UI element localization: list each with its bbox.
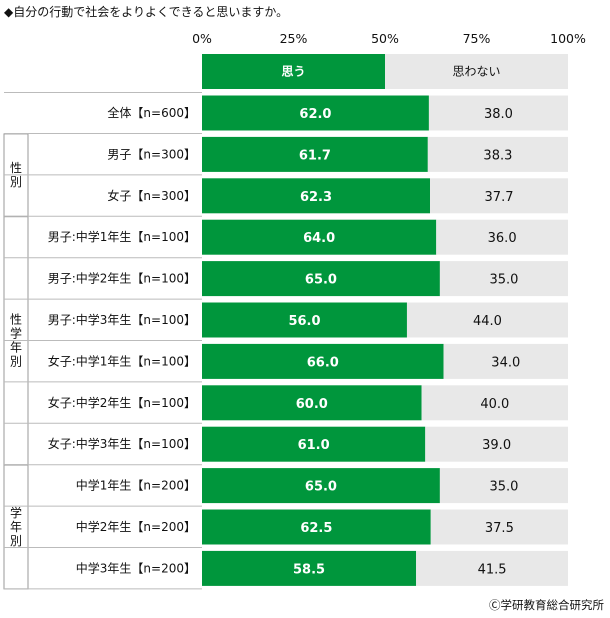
data-label-no: 37.7 xyxy=(485,190,514,205)
x-tick-label: 50% xyxy=(371,31,399,46)
data-label-yes: 62.0 xyxy=(299,107,331,122)
x-tick-label: 75% xyxy=(463,31,491,46)
bar-yes xyxy=(202,385,422,421)
bar-no xyxy=(406,302,568,338)
data-label-yes: 65.0 xyxy=(305,480,337,495)
category-label: 男子:中学1年生【n=100】 xyxy=(48,229,196,244)
bar-yes xyxy=(202,550,417,586)
data-label-no: 36.0 xyxy=(488,231,517,246)
bar-yes xyxy=(202,136,428,172)
category-label: 中学2年生【n=200】 xyxy=(76,519,196,534)
bar-yes xyxy=(202,219,437,255)
data-label-yes: 64.0 xyxy=(303,231,335,246)
category-label: 女子【n=300】 xyxy=(107,188,196,203)
group-label-char: 別 xyxy=(10,534,22,548)
bar-yes xyxy=(202,343,444,379)
copyright: Ⓒ学研教育総合研究所 xyxy=(489,598,604,612)
bar-no xyxy=(436,219,568,255)
data-label-yes: 56.0 xyxy=(288,314,320,329)
data-label-no: 34.0 xyxy=(491,355,520,370)
data-label-yes: 65.0 xyxy=(305,273,337,288)
bar-no xyxy=(416,550,568,586)
data-label-no: 38.0 xyxy=(484,107,513,122)
bar-yes xyxy=(202,509,431,545)
data-label-yes: 60.0 xyxy=(296,397,328,412)
x-tick-label: 0% xyxy=(192,31,212,46)
bar-yes xyxy=(202,302,407,338)
data-label-no: 35.0 xyxy=(489,480,518,495)
group-label-char: 性 xyxy=(10,313,22,327)
data-label-yes: 61.0 xyxy=(298,438,330,453)
group-label-char: 学 xyxy=(10,326,22,341)
category-label: 女子:中学3年生【n=100】 xyxy=(48,436,196,451)
category-label: 男子:中学2年生【n=100】 xyxy=(48,271,196,286)
data-label-yes: 62.3 xyxy=(300,190,332,205)
bar-yes xyxy=(202,468,440,504)
data-label-no: 38.3 xyxy=(483,148,512,163)
data-label-no: 39.0 xyxy=(482,438,511,453)
data-label-yes: 62.5 xyxy=(300,521,332,536)
bar-yes xyxy=(202,261,440,297)
category-label: 女子:中学1年生【n=100】 xyxy=(48,353,196,368)
bar-yes xyxy=(202,178,431,214)
legend-bar-no xyxy=(385,54,568,89)
bar-no xyxy=(421,385,568,421)
legend-label-yes: 思う xyxy=(281,65,305,79)
bar-no xyxy=(430,178,568,214)
category-label: 中学3年生【n=200】 xyxy=(76,560,196,575)
bar-no xyxy=(427,136,568,172)
category-label: 男子:中学3年生【n=100】 xyxy=(48,312,196,327)
x-tick-label: 25% xyxy=(280,31,308,46)
bar-no xyxy=(430,509,568,545)
group-label-char: 性 xyxy=(10,161,22,175)
x-tick-label: 100% xyxy=(550,31,586,46)
bar-no xyxy=(443,343,568,379)
category-label: 全体【n=600】 xyxy=(107,105,196,120)
bar-no xyxy=(425,426,568,462)
data-label-yes: 66.0 xyxy=(307,355,339,370)
group-label-char: 別 xyxy=(10,175,22,189)
data-label-no: 37.5 xyxy=(485,521,514,536)
legend-bar-yes xyxy=(202,54,385,89)
bar-yes xyxy=(202,95,429,131)
bar-no xyxy=(428,95,568,131)
chart-title: ◆自分の行動で社会をよりよくできると思いますか。 xyxy=(4,5,289,19)
group-label-char: 年 xyxy=(10,520,22,534)
bar-no xyxy=(439,261,568,297)
data-label-no: 44.0 xyxy=(473,314,502,329)
data-label-no: 35.0 xyxy=(489,273,518,288)
group-label-char: 学 xyxy=(10,505,22,520)
data-label-yes: 61.7 xyxy=(299,148,331,163)
data-label-no: 40.0 xyxy=(480,397,509,412)
group-label-char: 年 xyxy=(10,341,22,355)
data-label-yes: 58.5 xyxy=(293,562,325,577)
bar-no xyxy=(439,468,568,504)
category-label: 女子:中学2年生【n=100】 xyxy=(48,395,196,410)
category-label: 男子【n=300】 xyxy=(107,147,196,161)
group-label-char: 別 xyxy=(10,355,22,369)
data-label-no: 41.5 xyxy=(478,562,507,577)
category-label: 中学1年生【n=200】 xyxy=(76,478,196,493)
bar-yes xyxy=(202,426,426,462)
legend-label-no: 思わない xyxy=(452,65,500,79)
